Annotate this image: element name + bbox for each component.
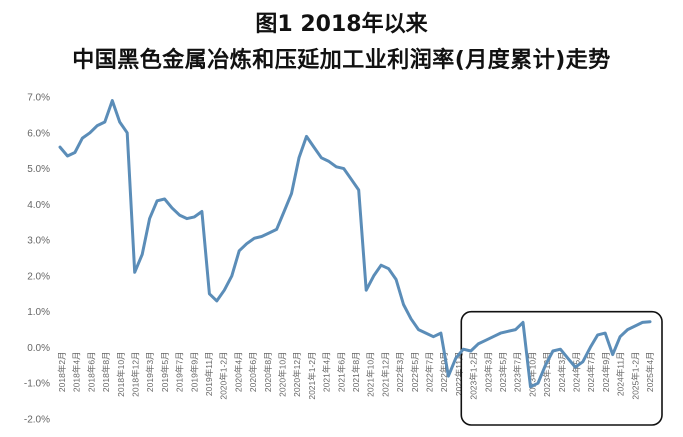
x-tick-label: 2021年6月 <box>336 351 346 392</box>
series-line <box>58 99 652 389</box>
x-axis: 2018年2月 2018年4月 2018年6月 2018年8月 2018年10月 2018… <box>57 351 655 399</box>
x-tick-label: 2020年4月 <box>233 351 243 392</box>
chart-subtitle: 中国黑色金属冶炼和压延加工业利润率(月度累计)走势 <box>72 48 611 73</box>
x-tick-label: 2024年3月 <box>557 351 567 392</box>
x-tick-label: 2020年1-2月 <box>219 351 229 399</box>
x-tick-label: 2023年5月 <box>498 351 508 392</box>
y-tick-label: -2.0% <box>24 415 50 426</box>
x-tick-label: 2020年12月 <box>292 351 302 396</box>
chart-title: 图1 2018年以来 <box>255 12 428 37</box>
x-tick-label: 2018年2月 <box>57 351 67 392</box>
x-tick-label: 2020年8月 <box>263 351 273 392</box>
x-tick-label: 2024年7月 <box>586 351 596 392</box>
x-tick-label: 2024年9月 <box>601 351 611 392</box>
y-tick-label: -1.0% <box>24 379 50 390</box>
x-tick-label: 2018年8月 <box>101 351 111 392</box>
x-tick-label: 2021年12月 <box>380 351 390 396</box>
x-tick-label: 2019年3月 <box>145 351 155 392</box>
x-tick-label: 2023年10月 <box>527 351 537 396</box>
x-tick-label: 2019年11月 <box>204 351 214 396</box>
x-tick-label: 2020年10月 <box>278 351 288 396</box>
x-tick-label: 2021年1-2月 <box>307 351 317 399</box>
x-tick-label: 2018年4月 <box>72 351 82 392</box>
x-tick-label: 2020年6月 <box>248 351 258 392</box>
x-tick-label: 2018年12月 <box>131 351 141 396</box>
x-tick-label: 2022年11月 <box>454 351 464 396</box>
x-tick-label: 2023年7月 <box>513 351 523 392</box>
x-tick-label: 2022年5月 <box>410 351 420 392</box>
y-tick-label: 7.0% <box>27 93 50 104</box>
x-tick-label: 2025年1-2月 <box>630 351 640 399</box>
x-tick-label: 2019年5月 <box>160 351 170 392</box>
x-tick-label: 2022年7月 <box>425 351 435 392</box>
x-tick-label: 2018年10月 <box>116 351 126 396</box>
x-tick-label: 2019年9月 <box>189 351 199 392</box>
y-tick-label: 4.0% <box>27 200 50 211</box>
x-tick-label: 2019年7月 <box>175 351 185 392</box>
y-tick-label: 0.0% <box>27 343 50 354</box>
y-tick-label: 2.0% <box>27 271 50 282</box>
y-tick-label: 6.0% <box>27 128 50 139</box>
x-tick-label: 2023年12月 <box>542 351 552 396</box>
x-tick-label: 2025年4月 <box>645 351 655 392</box>
y-tick-label: 3.0% <box>27 236 50 247</box>
x-tick-label: 2022年9月 <box>439 351 449 392</box>
y-tick-label: 1.0% <box>27 307 50 318</box>
x-tick-label: 2023年1-2月 <box>469 351 479 399</box>
x-tick-label: 2021年10月 <box>366 351 376 396</box>
x-tick-label: 2024年5月 <box>572 351 582 392</box>
x-tick-label: 2022年3月 <box>395 351 405 392</box>
x-tick-label: 2018年6月 <box>86 351 96 392</box>
x-tick-label: 2021年4月 <box>322 351 332 392</box>
y-tick-label: 5.0% <box>27 164 50 175</box>
x-tick-label: 2023年3月 <box>483 351 493 392</box>
highlight-box <box>460 310 663 426</box>
x-tick-label: 2021年8月 <box>351 351 361 392</box>
y-axis: 7.0% 6.0% 5.0% 4.0% 3.0% 2.0% 1.0% 0.0% -1.0% -2.… <box>24 93 50 426</box>
x-tick-label: 2024年11月 <box>616 351 626 396</box>
